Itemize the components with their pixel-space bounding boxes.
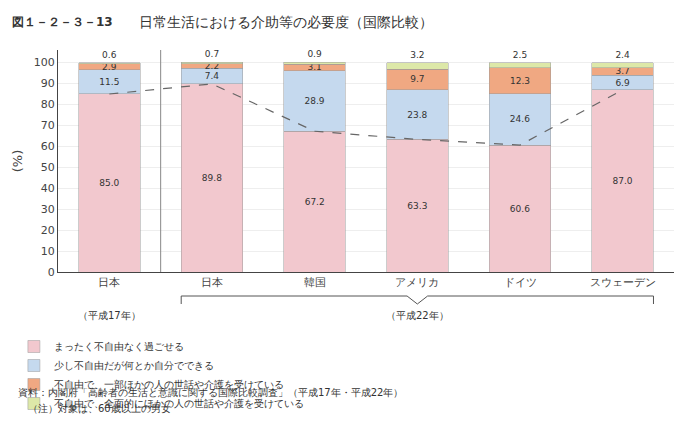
svg-text:2.2: 2.2 xyxy=(205,61,219,71)
svg-text:（平成22年）: （平成22年） xyxy=(386,310,449,321)
svg-text:(%): (%) xyxy=(10,150,25,173)
svg-text:（平成17年）: （平成17年） xyxy=(78,310,141,321)
svg-text:図１－２－３－13: 図１－２－３－13 xyxy=(12,15,113,29)
svg-text:2.4: 2.4 xyxy=(615,50,630,60)
svg-text:60: 60 xyxy=(41,140,55,153)
svg-text:まったく不自由なく過ごせる: まったく不自由なく過ごせる xyxy=(54,341,184,352)
svg-text:85.0: 85.0 xyxy=(99,178,119,188)
svg-text:80: 80 xyxy=(41,98,55,111)
svg-text:20: 20 xyxy=(41,224,55,237)
svg-text:23.8: 23.8 xyxy=(407,110,427,120)
svg-text:ドイツ: ドイツ xyxy=(504,276,537,289)
svg-text:60.6: 60.6 xyxy=(510,204,530,214)
svg-text:スウェーデン: スウェーデン xyxy=(590,276,656,289)
svg-text:63.3: 63.3 xyxy=(407,201,427,211)
svg-text:不自由で、一部ほかの人の世話や介護を受けている: 不自由で、一部ほかの人の世話や介護を受けている xyxy=(54,379,284,390)
svg-text:9.7: 9.7 xyxy=(410,74,424,84)
svg-text:28.9: 28.9 xyxy=(305,96,325,106)
svg-text:67.2: 67.2 xyxy=(305,197,325,207)
svg-text:3.1: 3.1 xyxy=(308,62,322,72)
svg-text:0.7: 0.7 xyxy=(205,49,219,59)
svg-text:日本: 日本 xyxy=(98,276,120,289)
svg-text:11.5: 11.5 xyxy=(99,77,119,87)
svg-text:100: 100 xyxy=(34,56,55,69)
svg-text:90: 90 xyxy=(41,77,55,90)
svg-text:資料：内閣府「高齢者の生活と意識に関する国際比較調査」（平成: 資料：内閣府「高齢者の生活と意識に関する国際比較調査」（平成17年・平成22年） xyxy=(18,387,403,398)
svg-text:10: 10 xyxy=(41,245,55,258)
svg-text:日本: 日本 xyxy=(201,276,223,289)
svg-text:アメリカ: アメリカ xyxy=(395,276,439,289)
svg-text:0.6: 0.6 xyxy=(102,50,117,60)
svg-text:7.4: 7.4 xyxy=(205,71,220,81)
svg-text:韓国: 韓国 xyxy=(304,276,326,289)
svg-text:2.5: 2.5 xyxy=(513,50,527,60)
svg-text:89.8: 89.8 xyxy=(202,173,222,183)
svg-text:（注）対象は、60歳以上の男女: （注）対象は、60歳以上の男女 xyxy=(18,403,171,414)
svg-text:3.7: 3.7 xyxy=(616,66,630,76)
svg-text:40: 40 xyxy=(41,182,55,195)
svg-text:6.9: 6.9 xyxy=(615,78,630,88)
svg-text:不自由で、全面的にほかの人の世話や介護を受けている: 不自由で、全面的にほかの人の世話や介護を受けている xyxy=(54,398,304,409)
svg-text:0.9: 0.9 xyxy=(307,49,322,59)
svg-text:少し不自由だが何とか自分でできる: 少し不自由だが何とか自分でできる xyxy=(54,360,214,371)
svg-text:24.6: 24.6 xyxy=(510,114,530,124)
svg-text:87.0: 87.0 xyxy=(613,176,633,186)
svg-text:30: 30 xyxy=(41,203,55,216)
svg-text:日常生活における介助等の必要度（国際比較）: 日常生活における介助等の必要度（国際比較） xyxy=(139,14,433,30)
svg-text:0: 0 xyxy=(48,266,55,279)
svg-text:12.3: 12.3 xyxy=(510,76,530,86)
svg-text:2.9: 2.9 xyxy=(102,62,117,72)
svg-text:70: 70 xyxy=(41,119,55,132)
svg-text:3.2: 3.2 xyxy=(410,50,424,60)
svg-text:50: 50 xyxy=(41,161,55,174)
